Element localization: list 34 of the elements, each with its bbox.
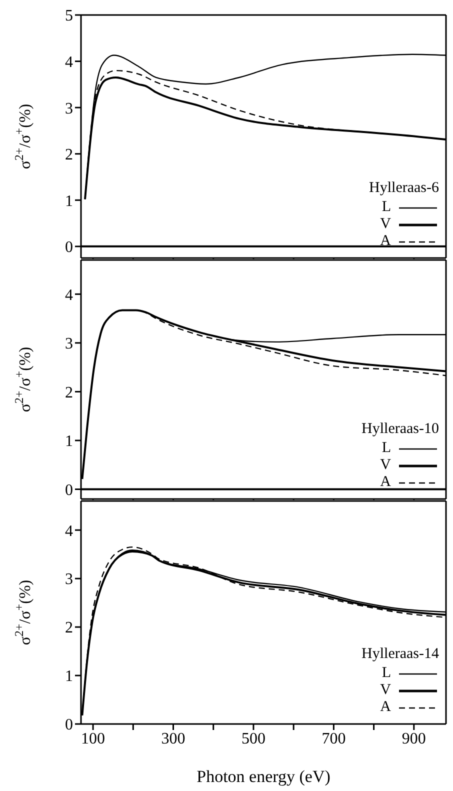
- legend-label: V: [380, 682, 391, 699]
- legend-label: L: [382, 199, 391, 216]
- y-tick-label: 1: [65, 668, 73, 686]
- y-tick-label: 1: [65, 192, 73, 210]
- x-tick-label: 700: [322, 730, 346, 748]
- x-tick-label: 900: [402, 730, 426, 748]
- y-tick-label: 5: [65, 8, 73, 25]
- x-tick-label: 100: [81, 730, 106, 748]
- y-tick-label: 0: [65, 482, 73, 499]
- y-tick-label: 0: [65, 716, 73, 734]
- x-tick-label: 300: [161, 730, 186, 748]
- legend-title: Hylleraas-6: [369, 180, 439, 197]
- legend-label: L: [382, 665, 391, 682]
- legend-label: A: [380, 699, 391, 716]
- y-tick-label: 2: [65, 620, 73, 637]
- legend-title: Hylleraas-10: [362, 421, 439, 438]
- legend-label: A: [380, 474, 391, 491]
- x-tick-label: 500: [241, 730, 266, 748]
- legend-label: A: [380, 233, 391, 250]
- y-tick-label: 2: [65, 384, 73, 402]
- y-tick-label: 0: [65, 239, 73, 256]
- y-tick-label: 1: [65, 433, 73, 450]
- legend-title: Hylleraas-14: [362, 646, 439, 663]
- y-tick-label: 3: [65, 336, 73, 353]
- y-tick-label: 4: [65, 54, 73, 71]
- y-tick-label: 4: [65, 522, 73, 540]
- y-tick-label: 3: [65, 571, 73, 588]
- y-tick-label: 2: [65, 146, 73, 164]
- y-tick-label: 3: [65, 100, 73, 118]
- x-axis-title: Photon energy (eV): [196, 767, 330, 786]
- legend-label: V: [380, 216, 391, 233]
- legend-label: V: [380, 457, 391, 474]
- y-tick-label: 4: [65, 286, 73, 304]
- legend-label: L: [382, 440, 391, 457]
